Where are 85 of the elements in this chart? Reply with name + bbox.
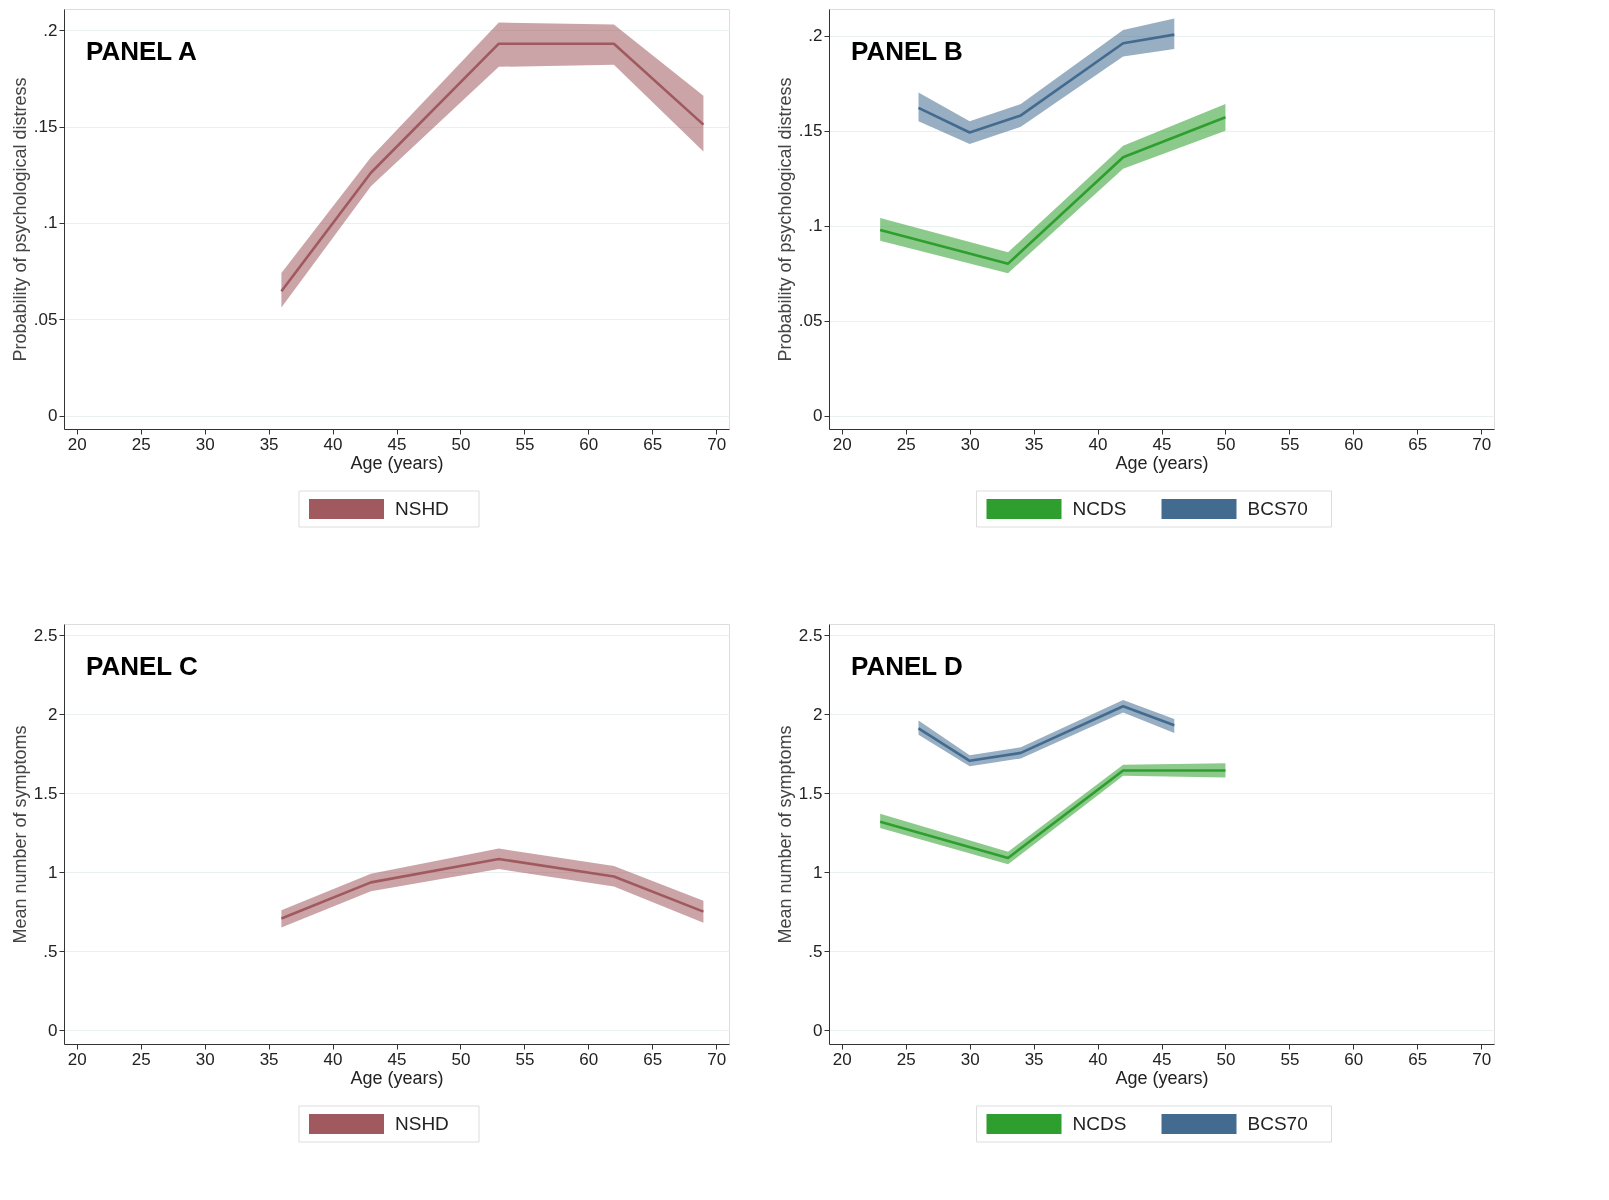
- y-tick-label: 0: [48, 406, 58, 426]
- x-tick-label: 25: [131, 434, 151, 454]
- x-tick-label: 40: [1088, 434, 1108, 454]
- y-tick-label: 1.5: [33, 783, 58, 803]
- x-tick-label: 70: [1472, 1049, 1492, 1069]
- y-tick-label: 2.5: [33, 625, 58, 645]
- x-tick-label: 65: [643, 434, 663, 454]
- legend-label: NSHD: [395, 498, 449, 519]
- y-tick-label: .2: [808, 26, 823, 46]
- x-tick-label: 70: [1472, 434, 1492, 454]
- x-axis-title: Age (years): [1115, 1067, 1209, 1088]
- x-tick-label: 25: [896, 434, 916, 454]
- y-tick-label: .05: [798, 311, 823, 331]
- x-tick-label: 30: [195, 434, 215, 454]
- x-tick-label: 45: [387, 1049, 407, 1069]
- x-tick-label: 55: [515, 434, 535, 454]
- y-tick-label: .2: [43, 20, 58, 40]
- y-tick-label: 2: [48, 704, 58, 724]
- x-tick-label: 55: [1280, 434, 1300, 454]
- x-tick-label: 50: [451, 1049, 471, 1069]
- legend-label: BCS70: [1247, 498, 1308, 519]
- text: PANEL A: [86, 36, 197, 66]
- x-tick-label: 40: [323, 434, 343, 454]
- y-tick-label: 2.5: [798, 625, 823, 645]
- y-axis-title: Mean number of symptoms: [9, 725, 30, 944]
- x-tick-label: 40: [323, 1049, 343, 1069]
- x-tick-label: 60: [1344, 1049, 1364, 1069]
- x-axis-title: Age (years): [350, 1067, 444, 1088]
- x-axis-title: Age (years): [350, 452, 444, 473]
- x-tick-label: 20: [832, 434, 852, 454]
- x-tick-label: 35: [1024, 1049, 1044, 1069]
- x-tick-label: 55: [1280, 1049, 1300, 1069]
- y-tick-label: 1: [813, 862, 823, 882]
- legend-label: NCDS: [1072, 498, 1127, 519]
- x-tick-label: 25: [131, 1049, 151, 1069]
- x-tick-label: 70: [707, 1049, 727, 1069]
- legend-label: BCS70: [1247, 1113, 1308, 1134]
- y-tick-label: .5: [43, 941, 58, 961]
- x-tick-label: 25: [896, 1049, 916, 1069]
- y-tick-label: 0: [48, 1020, 58, 1040]
- x-tick-label: 60: [579, 434, 599, 454]
- x-axis-title: Age (years): [1115, 452, 1209, 473]
- y-tick-label: 1.5: [798, 783, 823, 803]
- x-tick-label: 30: [960, 1049, 980, 1069]
- x-tick-label: 45: [1152, 434, 1172, 454]
- y-tick-label: .1: [43, 213, 58, 233]
- x-tick-label: 35: [259, 1049, 279, 1069]
- x-tick-label: 20: [832, 1049, 852, 1069]
- y-tick-label: 0: [813, 1020, 823, 1040]
- x-tick-label: 70: [707, 434, 727, 454]
- x-tick-label: 35: [259, 434, 279, 454]
- x-tick-label: 50: [1216, 434, 1236, 454]
- y-tick-label: .15: [798, 121, 823, 141]
- y-tick-label: .05: [33, 309, 58, 329]
- x-tick-label: 50: [451, 434, 471, 454]
- y-tick-label: .1: [808, 216, 823, 236]
- y-axis-title: Mean number of symptoms: [774, 725, 795, 944]
- x-tick-label: 50: [1216, 1049, 1236, 1069]
- legend-label: NSHD: [395, 1113, 449, 1134]
- x-tick-label: 40: [1088, 1049, 1108, 1069]
- x-tick-label: 65: [643, 1049, 663, 1069]
- x-tick-label: 55: [515, 1049, 535, 1069]
- legend-label: NCDS: [1072, 1113, 1127, 1134]
- x-tick-label: 65: [1408, 1049, 1428, 1069]
- x-tick-label: 30: [960, 434, 980, 454]
- x-tick-label: 60: [579, 1049, 599, 1069]
- line-series: [280, 857, 705, 920]
- x-tick-label: 20: [67, 434, 87, 454]
- y-tick-label: 2: [813, 704, 823, 724]
- y-axis-title: Probability of psychological distress: [774, 77, 795, 362]
- text: PANEL C: [86, 651, 198, 681]
- x-tick-label: 35: [1024, 434, 1044, 454]
- x-tick-label: 60: [1344, 434, 1364, 454]
- x-tick-label: 45: [1152, 1049, 1172, 1069]
- y-tick-label: .5: [808, 941, 823, 961]
- x-tick-label: 45: [387, 434, 407, 454]
- y-tick-label: 1: [48, 862, 58, 882]
- y-tick-label: 0: [813, 406, 823, 426]
- x-tick-label: 30: [195, 1049, 215, 1069]
- x-tick-label: 20: [67, 1049, 87, 1069]
- y-axis-title: Probability of psychological distress: [9, 77, 30, 362]
- y-tick-label: .15: [33, 117, 58, 137]
- x-tick-label: 65: [1408, 434, 1428, 454]
- text: PANEL B: [851, 36, 963, 66]
- text: PANEL D: [851, 651, 963, 681]
